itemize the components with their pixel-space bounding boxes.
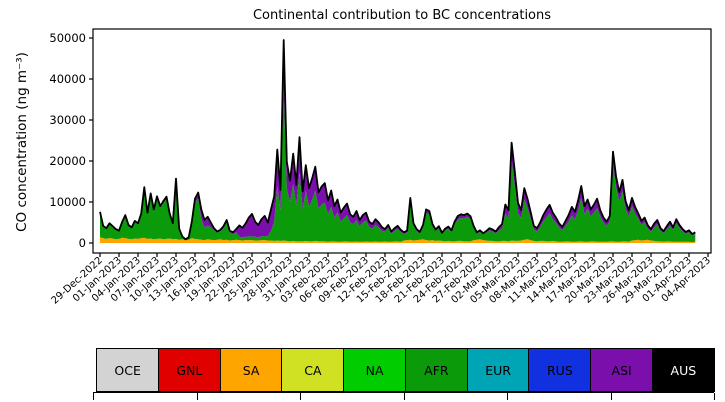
y-tick-label: 0 [79,236,86,250]
legend-cell-NA: NA [343,348,407,392]
total-line [99,39,696,241]
legend-label-NA: NA [365,362,384,378]
legend-cell-OCE: OCE [96,348,160,392]
legend-label-AFR: AFR [424,362,449,378]
legend-label-GNL: GNL [176,362,203,378]
legend-cell-AUS: AUS [651,348,715,392]
legend-label-EUR: EUR [485,362,511,378]
legend-cell-AFR: AFR [404,348,468,392]
chart-title: Continental contribution to BC concentra… [252,8,552,23]
sub-axis-line [93,392,714,393]
y-tick-label: 40000 [49,72,86,86]
legend-cell-ASI: ASI [590,348,654,392]
legend-cell-RUS: RUS [528,348,592,392]
continent-legend: OCE GNL SA CA NA AFR EUR RUS ASI AUS [96,348,715,392]
area-ASI [100,40,696,240]
sub-axis-tick [403,393,405,400]
y-tick-label: 50000 [49,31,86,45]
legend-label-RUS: RUS [546,362,573,378]
legend-cell-CA: CA [281,348,345,392]
sub-axis-tick [610,393,612,400]
legend-cell-EUR: EUR [466,348,530,392]
sub-axis-tick [196,393,198,400]
area-SA [100,237,696,243]
plot-frame [92,28,712,254]
legend-label-SA: SA [242,362,260,378]
legend-cell-GNL: GNL [157,348,221,392]
legend-label-OCE: OCE [114,362,141,378]
sub-axis-tick [300,393,302,400]
y-tick-label: 20000 [49,154,86,168]
area-AFR [100,89,696,243]
sub-axis-tick [714,393,716,400]
y-tick-label: 30000 [49,113,86,127]
legend-label-CA: CA [304,362,322,378]
legend-label-ASI: ASI [611,362,632,378]
legend-label-AUS: AUS [670,362,697,378]
sub-axis-tick [93,393,95,400]
legend-cell-SA: SA [219,348,283,392]
y-tick-label: 10000 [49,195,86,209]
sub-axis-tick [507,393,509,400]
